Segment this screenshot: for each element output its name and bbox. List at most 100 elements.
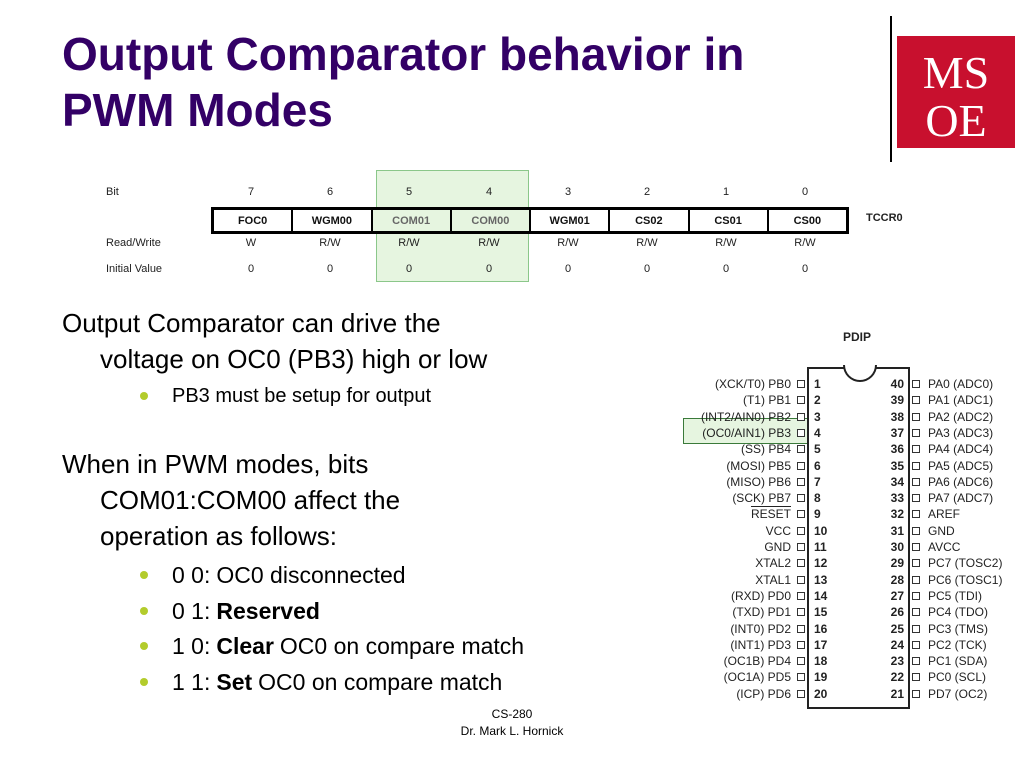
right-pin-label: PA1 (ADC1) [928,393,994,408]
mode-bits: 1 0: [172,633,211,659]
pin-pad [912,608,920,617]
right-pin-number: 30 [890,540,904,554]
right-pin-label: PC2 (TCK) [928,637,987,652]
pin-pad [912,575,920,584]
left-pin-number: 12 [814,556,828,571]
left-pin-label: (XCK/T0) PB0 [714,377,791,391]
pin-pad [912,380,920,388]
bit-initial-value: 0 [485,263,493,275]
bullet-1-line-2: voltage on OC0 (PB3) high or low [100,344,488,374]
bit-number: 2 [643,186,651,198]
pin-pad [797,510,805,519]
mode-description: OC0 on compare match [258,668,503,695]
left-pin-label: (OC0/AIN1) PB3 [702,425,791,440]
register-bit-names: FOC0 WGM00 COM01 COM00 WGM01 CS02 CS01 CS00 [211,207,849,234]
left-pin-label: XTAL1 [755,572,791,587]
bullet-dot [140,606,148,615]
left-pin-number: 18 [814,654,828,669]
pin-pad [797,640,805,649]
slide-title: Output Comparator behavior in PWM Modes [62,26,892,138]
mode-action: Set [216,668,253,695]
pin-pad [797,624,805,633]
mode-action: Reserved [216,597,320,624]
pin-pad [912,673,920,682]
left-pin-number: 14 [814,588,828,603]
pin-pad [912,689,920,698]
bullet-dot [140,677,148,686]
title-line-1: Output Comparator behavior in [62,28,745,80]
bit-read-write: R/W [319,237,341,249]
bit-initial-value: 0 [405,263,413,275]
right-pin-label: AREF [928,507,961,522]
left-pin-label: VCC [765,523,791,538]
bullet-pwm-modes: When in PWM modes, bits COM01:COM00 affe… [62,446,622,554]
right-pin-number: 24 [890,637,904,652]
msoe-logo-mark: MS OE [923,47,989,146]
right-pin-number: 38 [890,409,904,424]
right-pin-number: 37 [890,425,904,440]
left-pin-label: (ICP) PD6 [736,686,791,701]
right-pin-number: 23 [890,654,904,669]
bit-name: WGM01 [531,210,611,231]
right-pin-number: 35 [890,458,904,473]
right-pin-label: PA3 (ADC3) [928,425,994,440]
right-pin-number: 22 [890,670,904,685]
mode-item: 0 0: OC0 disconnected [140,559,406,591]
pin-pad [912,396,920,405]
bit-initial-value: 0 [801,263,809,275]
bullet-2-line-2: COM01:COM00 affect the [100,485,401,515]
mode-description: OC0 on compare match [279,633,525,659]
right-pin-label: PC6 (TOSC1) [928,572,1003,587]
bit-name: COM00 [451,210,531,231]
bullet-dot [140,571,148,579]
pin-pad [797,526,805,535]
bit-number: 5 [405,186,413,198]
bit-read-write: W [245,237,257,249]
bit-number: 3 [564,186,572,198]
left-pin-number: 8 [814,491,821,506]
pin-pad [797,591,805,600]
right-pin-number: 25 [890,621,904,636]
bit-number: 0 [801,186,809,198]
pin-pad [912,494,920,503]
pin-pad [912,640,920,649]
left-pin-label: RESET [750,507,791,522]
right-pin-label: PC0 (SCL) [928,670,987,685]
right-pin-number: 31 [890,523,904,538]
pin-pad [912,412,920,421]
mode-action: Clear [216,633,274,659]
left-pin-number: 20 [814,686,828,701]
pin-pad [912,543,920,551]
sub-bullet-pb3: PB3 must be setup for output [140,380,431,412]
title-divider [890,16,892,162]
left-pin-label: (OC1A) PD5 [723,670,791,685]
pin-pad [797,673,805,682]
mode-item: 1 0: Clear OC0 on compare match [140,630,524,662]
mode-bits: 0 1: [172,597,211,624]
pin-pad [912,510,920,519]
right-pin-label: PA6 (ADC6) [928,474,994,489]
register-name: TCCR0 [866,212,903,224]
pin-pad [797,428,805,437]
left-pin-label: (OC1B) PD4 [723,654,791,669]
right-pin-label: PC3 (TMS) [928,621,988,636]
bullet-2-line-1: When in PWM modes, bits [62,449,369,479]
bit-read-write: R/W [636,237,658,249]
pin-pad [797,689,805,698]
row-label-init: Initial Value [106,263,163,275]
left-pin-label: (MOSI) PB5 [726,458,791,473]
right-pin-number: 40 [890,377,904,391]
bullet-output-comparator: Output Comparator can drive the voltage … [62,305,622,377]
bit-read-write: R/W [398,237,420,249]
bit-read-write: R/W [715,237,737,249]
right-pin-label: PD7 (OC2) [928,686,988,701]
pin-pad [912,526,920,535]
mode-bits: 0 0: [172,562,211,588]
pin-pad [912,624,920,633]
pin-pad [797,575,805,584]
right-pin-number: 28 [890,572,904,587]
left-pin-number: 2 [814,393,821,408]
bit-name: CS00 [793,214,822,227]
bit-name: FOC0 [214,210,294,231]
pin-pad [797,445,805,454]
